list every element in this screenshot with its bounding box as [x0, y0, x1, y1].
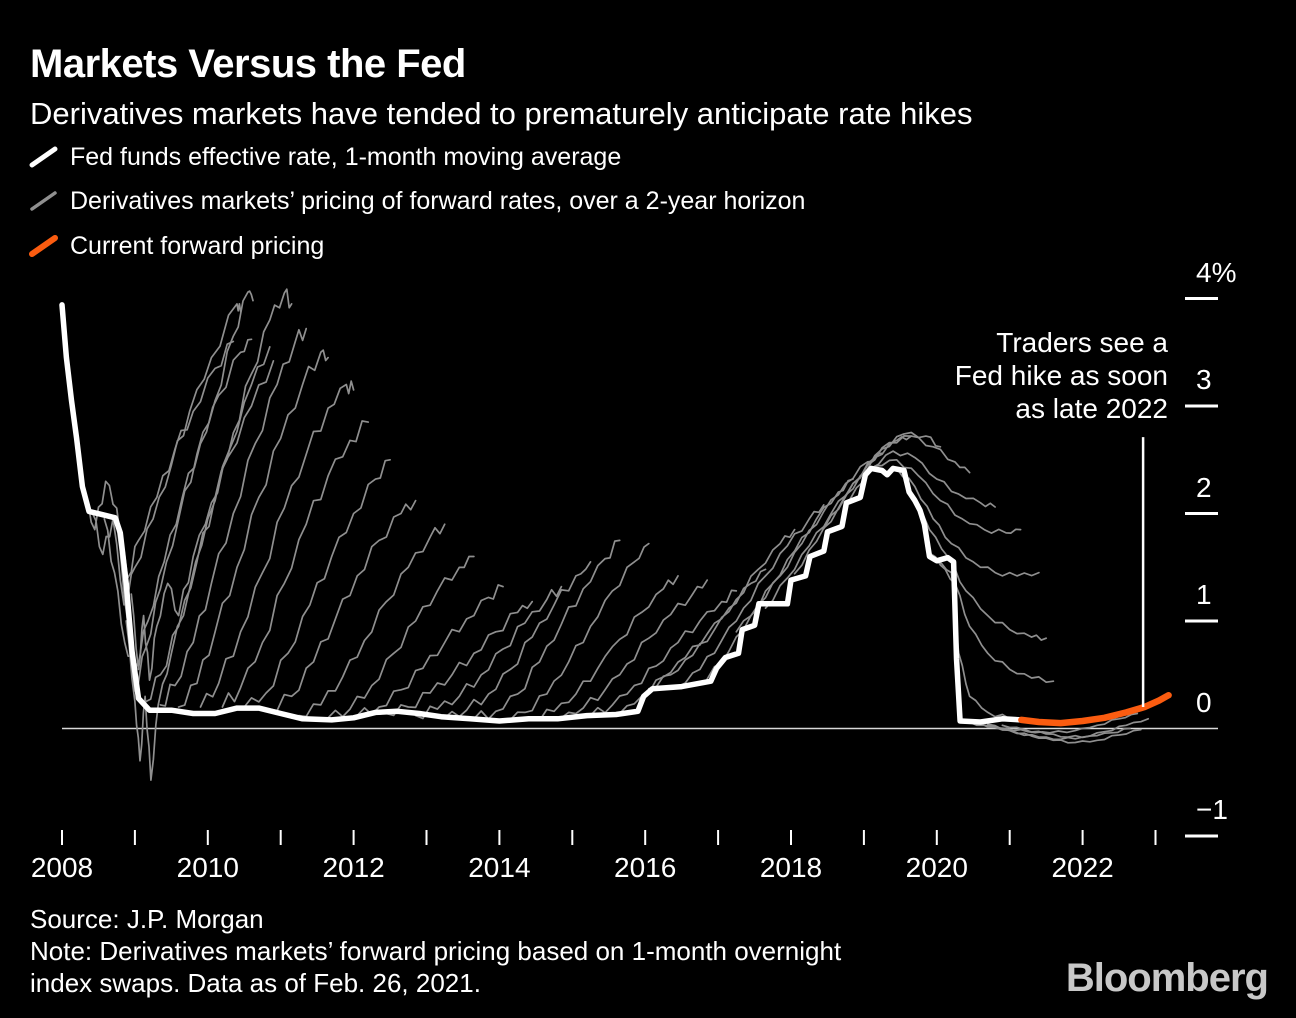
- forward-curve-line: [83, 340, 235, 579]
- forward-curve-line: [356, 584, 504, 717]
- page-title: Markets Versus the Fed: [30, 42, 466, 86]
- forward-curve-line: [91, 302, 242, 606]
- x-axis-label: 2018: [759, 852, 823, 883]
- legend-item-current-forward: Current forward pricing: [28, 231, 324, 261]
- forward-curve-line: [822, 435, 971, 530]
- forward-curve-line: [706, 478, 854, 680]
- forward-curve-line: [144, 288, 293, 703]
- forward-curve-line: [268, 499, 417, 712]
- forward-curve-line: [243, 458, 391, 708]
- forward-curve-line: [414, 585, 563, 720]
- forward-curve-line: [130, 360, 275, 681]
- forward-curve-line: [1001, 724, 1131, 739]
- annotation-line-2: Fed hike as soon: [954, 360, 1168, 391]
- source-text: Source: J.P. Morgan: [30, 904, 264, 934]
- forward-curve-line: [764, 435, 913, 609]
- source-note-block: Source: J.P. Morgan Note: Derivatives ma…: [30, 903, 841, 999]
- x-axis-label: 2012: [322, 852, 385, 883]
- forward-curve-line: [677, 504, 825, 688]
- forward-curve-line: [531, 575, 679, 722]
- legend-item-fed-funds: Fed funds effective rate, 1-month moving…: [28, 142, 621, 172]
- fed-funds-line: [59, 302, 1025, 725]
- forward-curve-line: [125, 346, 271, 781]
- x-axis-label: 2008: [30, 852, 94, 883]
- forward-curve-line: [443, 561, 592, 719]
- y-axis-label: 4%: [1196, 256, 1237, 288]
- forward-curve-line: [961, 712, 1139, 734]
- forward-curve-line: [177, 349, 329, 708]
- forward-curve-line: [159, 327, 308, 707]
- forward-curve-line: [473, 539, 621, 720]
- note-text-line-2: index swaps. Data as of Feb. 26, 2021.: [30, 968, 481, 998]
- current-forward-line-swatch-icon: [29, 235, 58, 257]
- forward-curve-line: [221, 420, 370, 708]
- legend-label-forward-curves: Derivatives markets’ pricing of forward …: [70, 186, 806, 215]
- legend-label-fed-funds: Fed funds effective rate, 1-month moving…: [70, 142, 622, 171]
- note-text-line-1: Note: Derivatives markets’ forward prici…: [30, 936, 842, 966]
- x-axis-label: 2022: [1051, 852, 1114, 883]
- forward-curves-line-swatch-icon: [30, 191, 57, 211]
- forward-curve-line: [385, 600, 534, 717]
- x-axis-label: 2014: [468, 852, 531, 883]
- forward-curve-line: [986, 723, 1142, 744]
- chart-annotation: Traders see a Fed hike as soon as late 2…: [955, 326, 1168, 425]
- y-axis-label: 1: [1196, 579, 1212, 610]
- y-axis-label: 0: [1196, 686, 1212, 718]
- current-forward-line: [1018, 691, 1172, 727]
- x-axis-label: 2010: [176, 852, 239, 883]
- forward-curve-line: [589, 589, 738, 717]
- y-axis-label: −1: [1196, 794, 1228, 825]
- forward-curve-line: [103, 338, 253, 671]
- fed-funds-line-swatch-icon: [29, 146, 58, 168]
- legend-item-forward-curves: Derivatives markets’ pricing of forward …: [28, 186, 805, 216]
- forward-curve-line: [115, 290, 254, 692]
- bloomberg-logo: Bloomberg: [1065, 956, 1269, 1000]
- y-axis-label: 2: [1196, 471, 1212, 503]
- forward-curve-line: [502, 542, 650, 721]
- legend-label-current-forward: Current forward pricing: [70, 231, 325, 260]
- annotation-line-3: as late 2022: [1015, 393, 1168, 424]
- forward-curve-line: [925, 544, 1055, 684]
- forward-curve-line: [647, 528, 796, 690]
- annotation-line-1: Traders see a: [996, 327, 1168, 358]
- x-axis-label: 2016: [614, 852, 677, 883]
- y-axis-label: 3: [1196, 364, 1212, 395]
- forward-curve-line: [199, 380, 355, 708]
- forward-curve-line: [873, 458, 1022, 534]
- forward-curve-line: [910, 493, 1048, 641]
- forward-curve-line: [298, 523, 446, 718]
- forward-curve-line: [327, 555, 475, 719]
- forward-curve-line: [895, 467, 1040, 577]
- x-axis-label: 2020: [905, 852, 968, 883]
- forward-curve-line: [560, 579, 709, 719]
- chart-subtitle: Derivatives markets have tended to prema…: [30, 96, 973, 131]
